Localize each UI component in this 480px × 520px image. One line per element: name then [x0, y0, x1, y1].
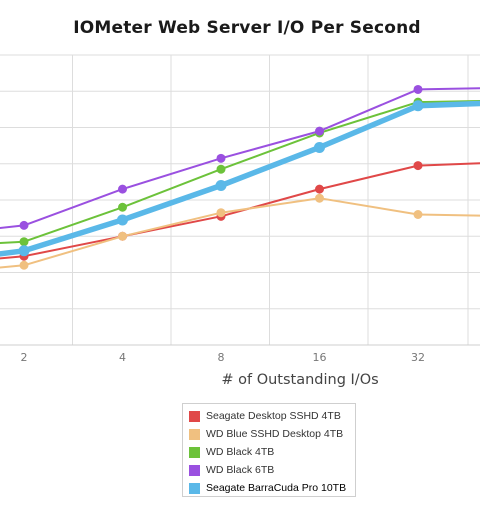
- legend-swatch: [189, 428, 200, 440]
- x-tick-label: 32: [411, 351, 425, 364]
- legend-label: WD Black 6TB: [206, 464, 275, 476]
- legend-swatch: [189, 410, 200, 422]
- data-point: [315, 193, 324, 203]
- legend-swatch: [189, 482, 200, 494]
- data-point: [19, 237, 29, 247]
- legend: Seagate Desktop SSHD 4TB WD Blue SSHD Des…: [182, 403, 356, 497]
- x-tick-label: 2: [21, 351, 28, 364]
- data-point: [413, 84, 423, 94]
- data-point: [216, 164, 226, 174]
- legend-item: Seagate Desktop SSHD 4TB: [189, 407, 355, 425]
- data-point: [216, 153, 226, 163]
- data-point: [117, 214, 128, 226]
- series-4: [0, 84, 480, 230]
- data-point: [19, 260, 29, 270]
- data-point: [118, 184, 127, 194]
- legend-swatch: [189, 446, 200, 458]
- legend-label: Seagate Desktop SSHD 4TB: [206, 410, 341, 422]
- data-point: [413, 161, 423, 171]
- chart-title: IOMeter Web Server I/O Per Second: [73, 18, 421, 38]
- legend-item: WD Black 6TB: [189, 461, 355, 479]
- legend-item: WD Blue SSHD Desktop 4TB: [189, 425, 355, 443]
- series-5: [0, 100, 480, 257]
- data-point: [315, 184, 324, 194]
- x-axis-label: # of Outstanding I/Os: [221, 372, 379, 388]
- legend-swatch: [189, 464, 200, 476]
- data-point: [19, 220, 29, 230]
- data-point: [118, 231, 127, 241]
- legend-label: Seagate BarraCuda Pro 10TB: [206, 482, 347, 494]
- data-point: [314, 141, 325, 153]
- legend-item: Seagate BarraCuda Pro 10TB: [189, 479, 355, 497]
- data-point: [413, 210, 423, 219]
- data-point: [215, 180, 227, 191]
- legend-label: WD Black 4TB: [206, 446, 275, 458]
- data-point: [315, 126, 324, 136]
- legend-item: WD Black 4TB: [189, 443, 355, 461]
- legend-label: WD Blue SSHD Desktop 4TB: [206, 428, 344, 440]
- series-2: [0, 193, 480, 270]
- data-point: [18, 245, 30, 257]
- x-tick-label: 4: [119, 351, 126, 364]
- x-tick-label: 16: [313, 351, 327, 364]
- data-point: [412, 100, 424, 112]
- data-point: [118, 202, 127, 212]
- x-tick-label: 8: [218, 351, 225, 364]
- data-point: [216, 208, 226, 218]
